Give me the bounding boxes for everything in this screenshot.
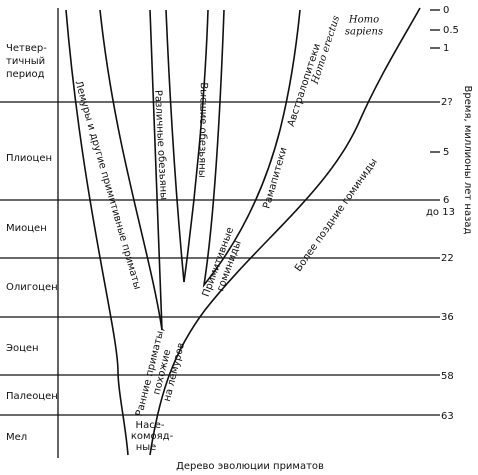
axis-title: Время, миллионы лет назад [462,86,473,235]
branch-label: Лемуры и другие примитивные приматы [72,79,142,290]
period: Олигоцен [6,282,58,293]
time-label: 2? [441,97,453,108]
time-labels: 0 0.5 1 2? 5 6 до 13 22 36 58 63 [426,5,459,422]
time-label: 0.5 [443,25,459,36]
periods: Четвер- тичный период Плиоцен Миоцен Оли… [6,43,58,443]
branch-line [202,9,301,288]
branch-line [165,9,185,283]
period: Мел [6,432,27,443]
time-label: до 13 [426,207,455,218]
time-label: 58 [441,371,454,382]
period: Плиоцен [6,153,52,164]
period: Эоцен [6,343,39,354]
branch-line [99,9,163,331]
branch-label: sapiens [345,27,383,38]
time-label: 36 [441,312,454,323]
time-label: 22 [441,253,454,264]
branch-label: Более поздние гоминиды [293,157,380,274]
period: Четвер- [6,43,47,54]
branch-label: Высшие обезьяны [196,82,209,178]
time-label: 1 [443,43,449,54]
period: тичный [6,56,45,67]
time-label: 5 [443,147,449,158]
period: Миоцен [6,223,47,234]
branch-label: ные [136,442,157,453]
caption: Дерево эволюции приматов [176,461,324,472]
period-lines [0,9,440,416]
branch-label: комояд- [131,431,174,442]
branch-line [183,9,209,283]
branches [65,7,421,456]
time-label: 63 [441,411,454,422]
branch-label: Homo [348,15,379,26]
time-label: 6 [443,195,449,206]
branch-label: Насе- [136,420,165,431]
branch-line [149,7,421,456]
period: период [6,69,45,80]
branch-line [65,9,129,456]
branch-line [149,9,163,331]
period: Палеоцен [6,391,58,402]
time-label: 0 [443,5,449,16]
